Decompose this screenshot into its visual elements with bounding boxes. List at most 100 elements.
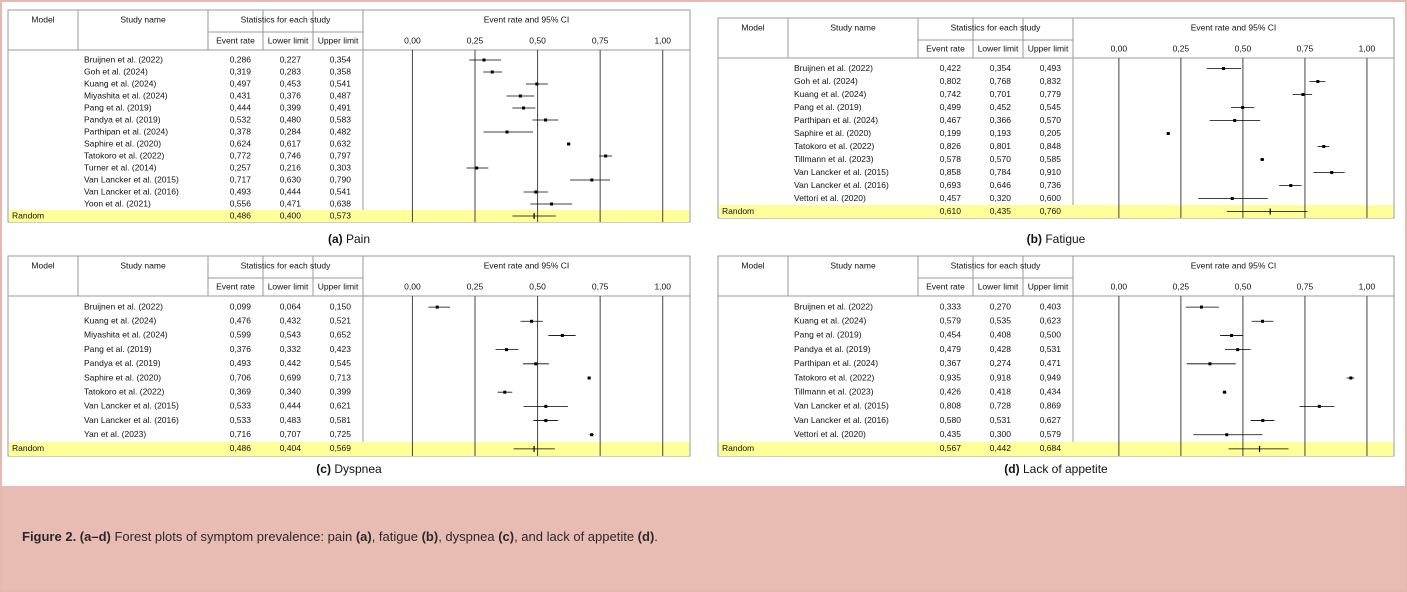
panel-title: Fatigue xyxy=(1045,232,1085,246)
study-name: Van Lancker et al. (2015) xyxy=(794,167,889,177)
event-rate: 0,567 xyxy=(940,443,962,453)
upper-limit: 0,600 xyxy=(1040,193,1062,203)
upper-limit: 0,303 xyxy=(330,162,352,172)
point xyxy=(1317,404,1321,408)
upper-limit: 0,910 xyxy=(1040,167,1062,177)
point xyxy=(1208,362,1212,366)
x-tick-label: 0,50 xyxy=(1235,43,1252,53)
lower-limit: 0,270 xyxy=(990,301,1012,311)
panel-label: (b) Fatigue xyxy=(1027,232,1086,246)
lower-limit: 0,283 xyxy=(280,66,302,76)
study-name: Parthipan et al. (2024) xyxy=(794,115,878,125)
study-name: Miyashita et al. (2024) xyxy=(84,330,168,340)
point xyxy=(1322,145,1326,148)
caption-band xyxy=(2,486,1405,590)
lower-limit: 0,366 xyxy=(990,115,1012,125)
lower-limit: 0,471 xyxy=(280,198,302,208)
x-tick-label: 1,00 xyxy=(1359,281,1376,291)
study-name: Tillmann et al. (2023) xyxy=(794,386,874,396)
point xyxy=(505,130,509,134)
point xyxy=(534,190,538,194)
lower-limit: 0,064 xyxy=(280,301,302,311)
lower-limit: 0,404 xyxy=(280,443,302,453)
lower-limit: 0,453 xyxy=(280,78,302,88)
event-rate: 0,493 xyxy=(230,186,252,196)
upper-limit: 0,521 xyxy=(330,316,352,326)
lower-limit: 0,707 xyxy=(280,429,302,439)
point xyxy=(1261,419,1265,423)
event-rate: 0,579 xyxy=(940,316,962,326)
point xyxy=(560,333,564,337)
upper-limit: 0,403 xyxy=(1040,301,1062,311)
upper-limit: 0,205 xyxy=(1040,128,1062,138)
lower-limit: 0,320 xyxy=(990,193,1012,203)
point xyxy=(535,82,539,86)
caption-part: , fatigue xyxy=(372,529,422,544)
event-rate: 0,717 xyxy=(230,174,252,184)
lower-limit: 0,354 xyxy=(990,63,1012,73)
upper-limit: 0,797 xyxy=(330,150,352,160)
upper-limit: 0,736 xyxy=(1040,180,1062,190)
point xyxy=(590,178,594,182)
study-name: Miyashita et al. (2024) xyxy=(84,90,168,100)
point xyxy=(1236,348,1240,352)
x-tick-label: 1,00 xyxy=(654,35,671,45)
lower-limit: 0,531 xyxy=(990,415,1012,425)
header: Study name xyxy=(120,260,166,270)
study-name: Goh et al. (2024) xyxy=(794,76,858,86)
x-tick-label: 0,00 xyxy=(1111,43,1128,53)
study-name: Van Lancker et al. (2016) xyxy=(794,415,889,425)
upper-limit: 0,621 xyxy=(330,401,352,411)
summary-name: Random xyxy=(722,443,754,453)
upper-limit: 0,623 xyxy=(1040,316,1062,326)
study-name: Saphire et al. (2020) xyxy=(794,128,871,138)
study-name: Kuang et al. (2024) xyxy=(84,316,156,326)
upper-limit: 0,684 xyxy=(1040,443,1062,453)
study-name: Van Lancker et al. (2016) xyxy=(84,415,179,425)
event-rate: 0,716 xyxy=(230,429,252,439)
study-name: Tatokoro et al. (2022) xyxy=(794,141,874,151)
panel-label: (a) Pain xyxy=(328,232,370,246)
study-name: Kuang et al. (2024) xyxy=(794,89,866,99)
header: Statistics for each study xyxy=(241,14,332,24)
upper-limit: 0,482 xyxy=(330,126,352,136)
event-rate: 0,376 xyxy=(230,344,252,354)
lower-limit: 0,768 xyxy=(990,76,1012,86)
upper-limit: 0,581 xyxy=(330,415,352,425)
point xyxy=(518,94,522,98)
panel-title: Lack of appetite xyxy=(1023,462,1108,476)
study-name: Pandya et al. (2019) xyxy=(84,114,161,124)
point xyxy=(1199,305,1203,309)
point xyxy=(544,118,548,122)
upper-limit: 0,790 xyxy=(330,174,352,184)
upper-limit: 0,848 xyxy=(1040,141,1062,151)
event-rate: 0,431 xyxy=(230,90,252,100)
study-name: Van Lancker et al. (2015) xyxy=(84,401,179,411)
lower-limit: 0,480 xyxy=(280,114,302,124)
lower-limit: 0,216 xyxy=(280,162,302,172)
upper-limit: 0,434 xyxy=(1040,386,1062,396)
panel-letter: (c) xyxy=(316,462,331,476)
panel-frame xyxy=(717,255,1395,457)
point xyxy=(544,419,548,423)
study-name: Van Lancker et al. (2016) xyxy=(84,186,179,196)
header: Upper limit xyxy=(318,35,359,45)
x-tick-label: 0,25 xyxy=(1173,43,1190,53)
point xyxy=(1223,390,1227,394)
point xyxy=(1330,171,1334,174)
caption-part: , and lack of appetite xyxy=(514,529,638,544)
study-name: Pang et al. (2019) xyxy=(84,344,152,354)
summary-name: Random xyxy=(722,206,754,216)
upper-limit: 0,725 xyxy=(330,429,352,439)
point xyxy=(550,202,554,206)
event-rate: 0,257 xyxy=(230,162,252,172)
upper-limit: 0,832 xyxy=(1040,76,1062,86)
panel-label: (c) Dyspnea xyxy=(316,462,382,476)
header: Model xyxy=(741,260,764,270)
point xyxy=(590,433,594,437)
study-name: Pang et al. (2019) xyxy=(794,102,862,112)
header: Upper limit xyxy=(318,281,359,291)
upper-limit: 0,627 xyxy=(1040,415,1062,425)
event-rate: 0,457 xyxy=(940,193,962,203)
point xyxy=(490,70,494,74)
